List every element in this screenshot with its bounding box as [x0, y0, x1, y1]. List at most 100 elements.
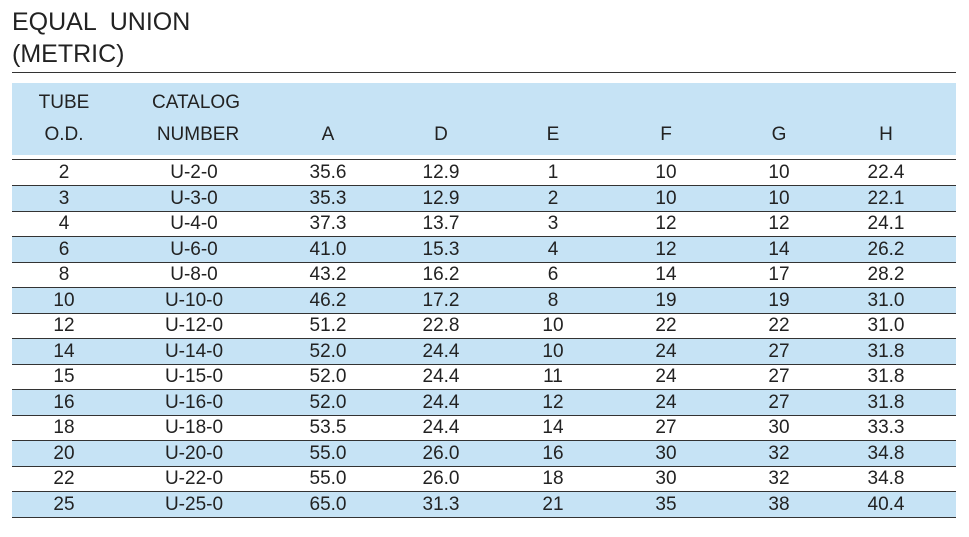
row-line [12, 159, 956, 160]
table-cell: 3 [58, 187, 70, 209]
row-band [12, 236, 956, 262]
row-line [12, 261, 956, 263]
table-cell: 37.3 [309, 213, 347, 234]
row-band [12, 287, 956, 313]
table-cell: 25 [53, 493, 75, 515]
table-cell: 10 [542, 340, 564, 362]
table-cell: 26.2 [867, 238, 905, 260]
table-cell: 2 [58, 162, 70, 183]
header-cell: E [546, 124, 560, 145]
table-cell: 55.0 [309, 468, 347, 489]
table-cell: 46.2 [309, 289, 347, 311]
table-cell: 24.4 [422, 340, 460, 362]
table-cell: 30 [768, 417, 790, 438]
table-cell: 35.3 [309, 187, 347, 209]
header-cell: D [434, 124, 448, 145]
header-cell: F [660, 124, 672, 145]
table-cell: U-10-0 [164, 289, 224, 311]
table-cell: 10 [53, 289, 75, 311]
table-cell: 32 [768, 442, 790, 464]
table-cell: 24 [655, 366, 677, 387]
row-band [12, 491, 956, 517]
table-cell: 31.0 [867, 289, 905, 311]
table-cell: 27 [655, 417, 677, 438]
table-cell: 43.2 [309, 264, 347, 285]
table-cell: 24.4 [422, 366, 460, 387]
table-cell: 31.8 [867, 391, 905, 413]
table-cell: U-20-0 [164, 442, 224, 464]
table-cell: 26.0 [422, 442, 460, 464]
table-cell: 4 [547, 238, 559, 260]
table-cell: 18 [53, 417, 75, 438]
table-cell: 10 [768, 162, 790, 183]
header-cell: G [771, 124, 787, 145]
table-cell: 22 [53, 468, 75, 489]
table-cell: 19 [768, 289, 790, 311]
table-cell: 3 [547, 213, 559, 234]
table-cell: 8 [547, 289, 559, 311]
table-cell: U-6-0 [170, 238, 218, 260]
table-cell: 27 [768, 366, 790, 387]
header-band [12, 83, 956, 155]
table-cell: 31.8 [867, 366, 905, 387]
row-band [12, 440, 956, 466]
header-cell: NUMBER [156, 124, 240, 145]
table-cell: 12 [542, 391, 564, 413]
table-cell: 16.2 [422, 264, 460, 285]
table-cell: 14 [542, 417, 564, 438]
row-band [12, 338, 956, 364]
table-cell: 1 [547, 162, 559, 183]
header-cell: H [879, 124, 893, 145]
table-cell: 6 [547, 264, 559, 285]
table-cell: U-12-0 [164, 315, 224, 336]
table-cell: U-16-0 [164, 391, 224, 413]
table-cell: 14 [655, 264, 677, 285]
table-cell: 52.0 [309, 340, 347, 362]
rule [12, 72, 956, 73]
table-cell: 10 [655, 162, 677, 183]
table-cell: 24 [655, 340, 677, 362]
table-cell: 18 [542, 468, 564, 489]
table-cell: 8 [58, 264, 70, 285]
table-cell: 20 [53, 442, 75, 464]
table-cell: U-25-0 [164, 493, 224, 515]
table-cell: 13.7 [422, 213, 460, 234]
table-cell: 27 [768, 340, 790, 362]
title-line: EQUAL UNION [12, 8, 191, 36]
table-cell: 52.0 [309, 366, 347, 387]
title-line: (METRIC) [12, 40, 125, 68]
table-cell: 11 [543, 366, 563, 387]
table-cell: 15 [53, 366, 75, 387]
table-cell: 12.9 [422, 162, 460, 183]
table-cell: 40.4 [867, 493, 905, 515]
table-cell: 35.6 [309, 162, 347, 183]
table-cell: 33.3 [867, 417, 905, 438]
row-line [12, 516, 956, 518]
table-cell: 31.3 [422, 493, 460, 515]
table-cell: U-15-0 [164, 366, 224, 387]
table-cell: 31.0 [867, 315, 905, 336]
table-cell: 12.9 [422, 187, 460, 209]
row-line [12, 210, 956, 212]
table-cell: 17.2 [422, 289, 460, 311]
table-cell: 28.2 [867, 264, 905, 285]
table-cell: 35 [655, 493, 677, 515]
table-cell: 26.0 [422, 468, 460, 489]
header-cell: O.D. [44, 124, 84, 145]
table-cell: 12 [53, 315, 75, 336]
header-cell: CATALOG [152, 92, 240, 113]
header-cell: TUBE [38, 92, 90, 113]
table-cell: U-2-0 [170, 162, 218, 183]
table-cell: U-14-0 [164, 340, 224, 362]
table-cell: 6 [58, 238, 70, 260]
table-cell: 22 [655, 315, 677, 336]
table-cell: 17 [768, 264, 790, 285]
table-cell: 24.4 [422, 417, 460, 438]
table-cell: 19 [655, 289, 677, 311]
row-band [12, 185, 956, 211]
table-cell: 24.1 [867, 213, 905, 234]
table-cell: 52.0 [309, 391, 347, 413]
table-cell: 10 [655, 187, 677, 209]
header-cell: A [321, 124, 335, 145]
table-cell: 51.2 [309, 315, 347, 336]
